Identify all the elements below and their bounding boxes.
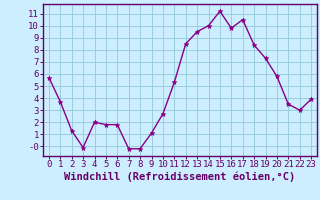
X-axis label: Windchill (Refroidissement éolien,°C): Windchill (Refroidissement éolien,°C) <box>64 172 296 182</box>
